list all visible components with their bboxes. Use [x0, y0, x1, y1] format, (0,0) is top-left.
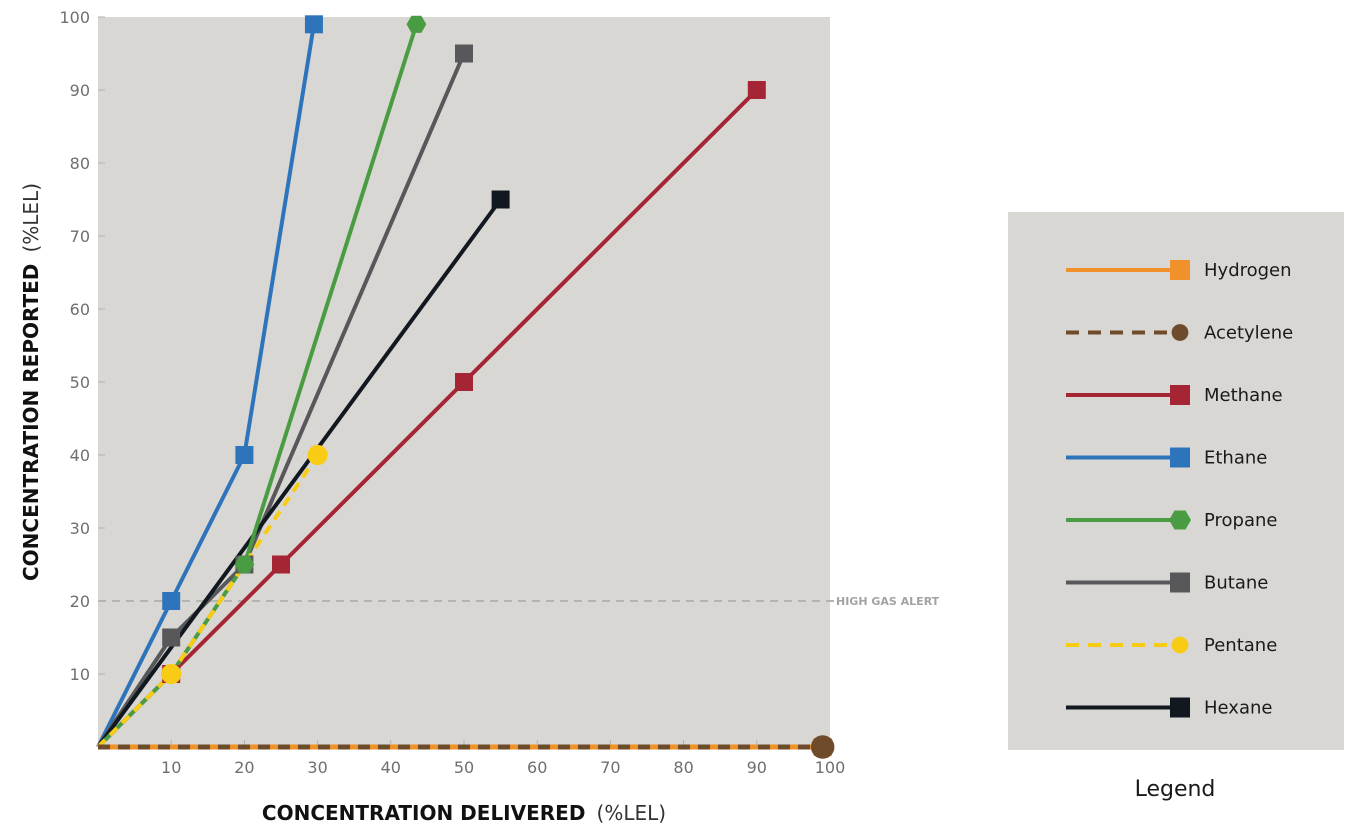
y-tick-label-30: 30: [70, 519, 90, 538]
legend-label-hydrogen: Hydrogen: [1204, 260, 1292, 281]
legend-marker-acetylene: [1171, 324, 1189, 341]
x-axis-title-main: CONCENTRATION DELIVERED: [262, 801, 586, 824]
y-tick-label-100: 100: [59, 8, 90, 27]
x-tick-label-20: 20: [234, 758, 254, 777]
series-point-pentane-1: [161, 663, 182, 685]
legend-marker-pentane: [1171, 636, 1189, 654]
series-point-pentane-2: [307, 444, 328, 466]
series-markers: [161, 15, 835, 759]
legend-marker-butane: [1170, 572, 1190, 593]
legend-label-propane: Propane: [1204, 510, 1278, 531]
series-point-propane-2: [234, 555, 255, 574]
y-tick-label-50: 50: [70, 373, 90, 392]
y-axis-title: CONCENTRATION REPORTED (%LEL): [19, 183, 43, 581]
legend-label-acetylene: Acetylene: [1204, 323, 1293, 344]
y-tick-label-20: 20: [70, 592, 90, 611]
y-tick-label-80: 80: [70, 154, 90, 173]
series-point-methane-4: [747, 81, 766, 99]
x-axis-title-unit: (%LEL): [597, 801, 667, 824]
x-tick-label-70: 70: [600, 758, 620, 777]
series-point-methane-3: [455, 373, 473, 391]
legend-marker-methane: [1170, 385, 1190, 405]
y-axis-title-unit: (%LEL): [19, 183, 43, 253]
series-point-ethane-1: [162, 592, 181, 610]
legend-label-hexane: Hexane: [1204, 698, 1272, 719]
legend-marker-hydrogen: [1170, 260, 1190, 280]
series-point-ethane-3: [304, 15, 323, 34]
y-tick-label-70: 70: [70, 227, 90, 246]
reference-line-group: HIGH GAS ALERT: [98, 595, 940, 608]
legend-box: [1008, 212, 1344, 750]
series-point-hexane-1: [491, 190, 510, 209]
x-axis-title: CONCENTRATION DELIVERED (%LEL): [262, 801, 666, 824]
series-point-acetylene-1: [810, 735, 835, 759]
x-tick-label-50: 50: [454, 758, 474, 777]
legend-label-ethane: Ethane: [1204, 448, 1267, 469]
high-gas-alert-label: HIGH GAS ALERT: [836, 595, 940, 608]
legend-marker-propane: [1169, 510, 1191, 530]
x-tick-label-90: 90: [747, 758, 767, 777]
x-tick-label-10: 10: [161, 758, 181, 777]
legend-label-butane: Butane: [1204, 573, 1268, 594]
y-tick-label-90: 90: [70, 81, 90, 100]
y-tick-label-10: 10: [70, 665, 90, 684]
legend-marker-ethane: [1170, 447, 1190, 468]
series-line-ethane: [96, 23, 316, 748]
x-tick-label-100: 100: [815, 758, 846, 777]
legend-marker-hexane: [1170, 697, 1190, 718]
y-tick-label-40: 40: [70, 446, 90, 465]
y-axis-title-main: CONCENTRATION REPORTED: [19, 264, 43, 581]
axis-ticks: 10 20 30 40 50 60 70 80 90 100 10 20 30 40 50 60 70 80 90 1…: [59, 8, 845, 777]
series-point-butane-1: [162, 628, 181, 647]
series-point-butane-3: [455, 44, 473, 63]
series-point-methane-2: [272, 555, 290, 574]
x-tick-label-80: 80: [673, 758, 693, 777]
legend-items: Hydrogen Acetylene Methane Ethane Propane But…: [1066, 260, 1293, 719]
series-line-hexane: [96, 198, 503, 749]
series-point-propane-3: [406, 15, 427, 33]
legend-label-pentane: Pentane: [1204, 635, 1277, 656]
series-lines: [96, 23, 823, 750]
x-tick-label-30: 30: [307, 758, 327, 777]
series-point-ethane-2: [235, 446, 254, 464]
legend-label-methane: Methane: [1204, 385, 1283, 406]
x-tick-label-40: 40: [381, 758, 401, 777]
legend-title: Legend: [1135, 777, 1216, 802]
x-tick-label-60: 60: [527, 758, 547, 777]
y-tick-label-60: 60: [70, 300, 90, 319]
